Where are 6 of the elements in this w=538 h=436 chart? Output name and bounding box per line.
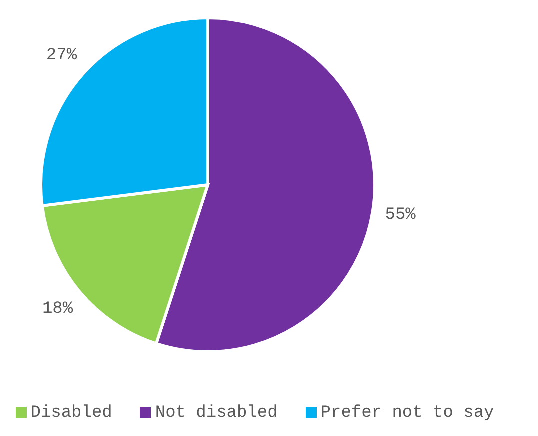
legend-label: Not disabled (155, 404, 278, 423)
data-label: 18% (42, 300, 74, 319)
data-label: 27% (46, 46, 78, 66)
legend-label: Disabled (30, 404, 112, 423)
data-label: 55% (385, 206, 417, 226)
legend-label: Prefer not to say (320, 404, 494, 423)
